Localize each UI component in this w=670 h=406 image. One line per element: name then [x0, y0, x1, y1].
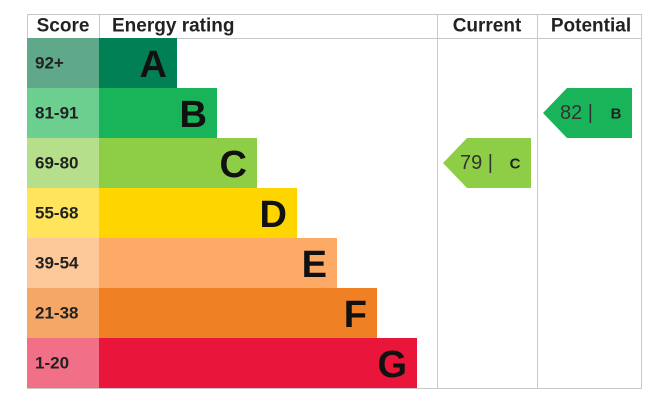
band-bar [99, 188, 297, 238]
band-bar [99, 338, 417, 388]
band-bar [99, 38, 177, 88]
header-current: Current [453, 16, 522, 37]
band-letter: A [140, 44, 167, 86]
band-bar [99, 138, 257, 188]
header-potential: Potential [551, 16, 631, 37]
band-letter: G [377, 344, 407, 386]
band-letter: C [220, 144, 247, 186]
header-rating: Energy rating [112, 16, 234, 37]
header-score: Score [37, 16, 90, 37]
band-letter: D [260, 194, 287, 236]
score-cell [27, 138, 99, 188]
band-letter: B [180, 94, 207, 136]
band-bar [99, 88, 217, 138]
score-cell [27, 188, 99, 238]
score-cell [27, 88, 99, 138]
score-cell [27, 338, 99, 388]
band-letter: F [344, 294, 367, 336]
score-cell [27, 38, 99, 88]
band-score: 55-68 [35, 204, 78, 223]
current-arrow [443, 138, 531, 188]
band-score: 92+ [35, 54, 64, 73]
band-score: 39-54 [35, 254, 79, 273]
score-cell [27, 288, 99, 338]
band-score: 1-20 [35, 354, 69, 373]
score-cell [27, 238, 99, 288]
potential-arrow [543, 88, 632, 138]
band-bar [99, 288, 377, 338]
band-bar [99, 238, 337, 288]
band-letter: E [302, 244, 327, 286]
band-score: 81-91 [35, 104, 78, 123]
band-score: 69-80 [35, 154, 78, 173]
current-band: C [510, 156, 521, 173]
current-rating: 79 | [460, 152, 493, 174]
potential-rating: 82 | [560, 102, 593, 124]
band-score: 21-38 [35, 304, 78, 323]
potential-band: B [611, 106, 622, 123]
